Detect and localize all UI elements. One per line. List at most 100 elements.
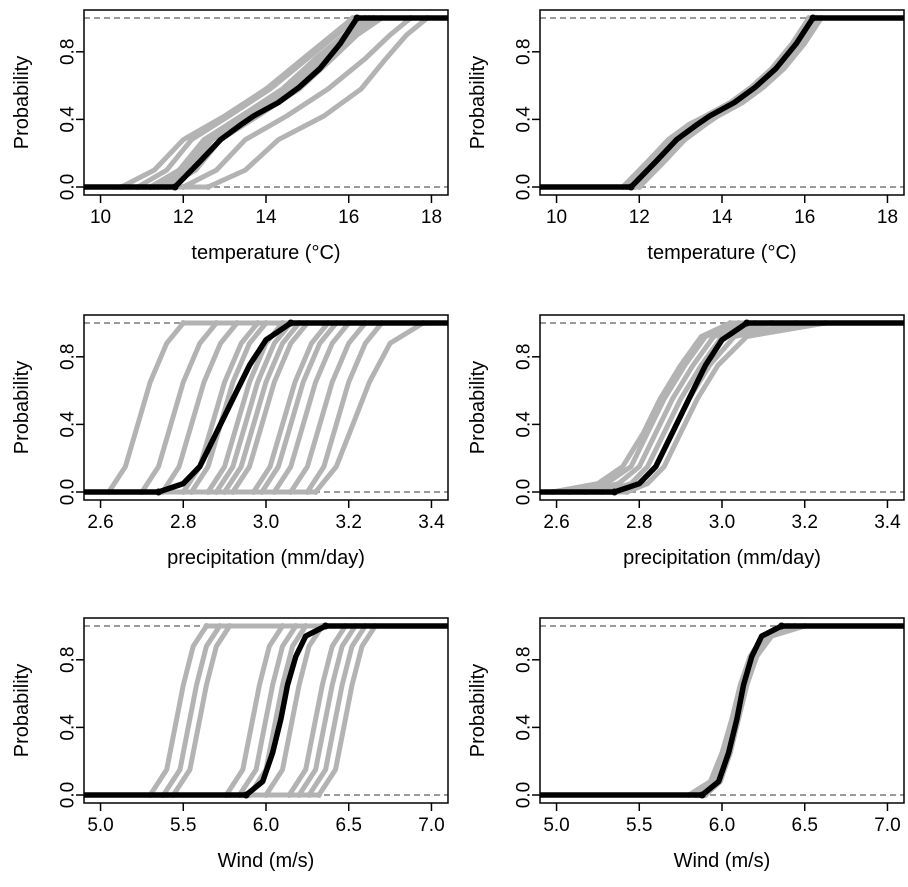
observed-cdf-line-12 xyxy=(84,623,448,798)
panel-5: 5.0 5.5 6.0 6.5 7.0 0.0 0.4 0.8 Wind (m/s) Probab… xyxy=(11,617,449,872)
x-tick-label: 2.8 xyxy=(626,512,652,533)
y-tick-label: 0.0 xyxy=(514,174,535,200)
x-tick-label: 2.6 xyxy=(87,512,113,533)
y-axis-label: Probability xyxy=(11,664,33,757)
ensemble-cdf-line-2 xyxy=(540,15,904,190)
ensemble-cdf-line-2 xyxy=(84,623,448,798)
series-group xyxy=(540,14,904,191)
series-group xyxy=(84,319,448,496)
ensemble-cdf-line-4 xyxy=(84,320,448,495)
ensemble-cdf-line-8 xyxy=(84,15,448,190)
x-tick-label: 3.4 xyxy=(418,512,445,533)
y-tick-label: 0.0 xyxy=(58,782,79,808)
x-tick-label: 10 xyxy=(546,207,567,228)
ensemble-cdf-line-4 xyxy=(540,15,904,190)
observed-cdf-line-16 xyxy=(84,320,448,495)
observed-cdf-endpoint-5-2 xyxy=(778,622,786,630)
y-tick-label: 0.8 xyxy=(58,647,79,673)
panel-2: 10 12 14 16 18 0.0 0.4 0.8 temperature (°C) Proba… xyxy=(467,9,905,264)
x-tick-label: 10 xyxy=(90,207,111,228)
ensemble-cdf-line-5 xyxy=(540,320,904,495)
ensemble-cdf-line-1 xyxy=(540,15,904,190)
ensemble-cdf-line-9 xyxy=(84,623,448,798)
x-tick-label: 3.0 xyxy=(709,512,735,533)
ensemble-cdf-endpoint-5-2 xyxy=(263,320,269,326)
ensemble-cdf-line-2 xyxy=(84,15,448,190)
x-tick-label: 14 xyxy=(255,207,277,228)
x-tick-label: 7.0 xyxy=(874,815,900,836)
y-axis-label: Probability xyxy=(467,361,489,454)
y-tick-label: 0.8 xyxy=(58,344,79,370)
x-tick-label: 6.5 xyxy=(792,815,818,836)
ensemble-cdf-line-1 xyxy=(84,320,448,495)
x-axis-label: precipitation (mm/day) xyxy=(167,547,365,569)
ensemble-cdf-line-6 xyxy=(84,320,448,495)
x-tick-label: 6.0 xyxy=(253,815,279,836)
x-tick-label: 5.5 xyxy=(626,815,652,836)
observed-cdf-endpoint-16-1 xyxy=(154,488,162,496)
ensemble-cdf-endpoint-5-2 xyxy=(292,623,299,629)
observed-cdf-endpoint-7-2 xyxy=(743,319,751,327)
y-tick-label: 0.0 xyxy=(514,782,535,808)
observed-cdf-endpoint-9-1 xyxy=(171,183,179,191)
x-tick-label: 2.8 xyxy=(170,512,196,533)
panel-4: 2.6 2.8 3.0 3.2 3.4 0.0 0.4 0.8 precipitation (m… xyxy=(467,314,905,569)
x-tick-label: 7.0 xyxy=(418,815,444,836)
y-tick-label: 0.0 xyxy=(58,479,79,505)
ensemble-cdf-line-9 xyxy=(84,320,448,495)
observed-cdf-line-9 xyxy=(84,15,448,190)
ensemble-cdf-endpoint-15-1 xyxy=(312,489,319,495)
y-tick-label: 0.4 xyxy=(514,106,535,133)
observed-cdf-line-5 xyxy=(540,623,904,798)
ensemble-cdf-endpoint-2-2 xyxy=(216,623,223,629)
x-tick-label: 5.0 xyxy=(543,815,569,836)
x-tick-label: 12 xyxy=(629,207,650,228)
ensemble-cdf-line-1 xyxy=(84,623,448,798)
ensemble-cdf-line-8 xyxy=(84,623,448,798)
ensemble-cdf-line-10 xyxy=(84,320,448,495)
x-tick-label: 18 xyxy=(877,207,898,228)
observed-cdf-endpoint-16-2 xyxy=(287,319,295,327)
ensemble-cdf-line-7 xyxy=(84,15,448,190)
ensemble-cdf-line-4 xyxy=(84,623,448,798)
ensemble-cdf-line-5 xyxy=(84,320,448,495)
plot-frame xyxy=(539,9,905,196)
observed-cdf-endpoint-5-2 xyxy=(809,14,817,22)
series-group xyxy=(540,622,904,799)
observed-cdf-endpoint-12-1 xyxy=(242,791,250,799)
x-tick-label: 16 xyxy=(794,207,815,228)
ensemble-cdf-line-11 xyxy=(84,320,448,495)
observed-cdf-endpoint-9-2 xyxy=(353,14,361,22)
panel-1: 10 12 14 16 18 0.0 0.4 0.8 temperature (°C) Proba… xyxy=(11,9,449,264)
x-tick-label: 3.2 xyxy=(792,512,818,533)
y-tick-label: 0.8 xyxy=(514,39,535,65)
panel-3: 2.6 2.8 3.0 3.2 3.4 0.0 0.4 0.8 precipitation (m… xyxy=(11,314,449,569)
y-tick-label: 0.4 xyxy=(514,714,535,741)
ensemble-cdf-endpoint-3-2 xyxy=(226,623,233,629)
observed-cdf-endpoint-12-2 xyxy=(322,622,330,630)
ensemble-cdf-endpoint-11-1 xyxy=(315,792,322,798)
ensemble-cdf-endpoint-2-2 xyxy=(213,320,220,326)
observed-cdf-line-7 xyxy=(540,320,904,495)
ensemble-cdf-endpoint-7-1 xyxy=(205,184,212,190)
x-axis-label: Wind (m/s) xyxy=(674,850,771,872)
y-axis-label: Probability xyxy=(467,664,489,757)
ensemble-cdf-line-11 xyxy=(84,623,448,798)
series-group xyxy=(84,14,448,191)
x-tick-label: 18 xyxy=(421,207,442,228)
y-axis-label: Probability xyxy=(11,56,33,149)
x-axis-label: temperature (°C) xyxy=(647,242,796,264)
ensemble-cdf-line-6 xyxy=(540,320,904,495)
series-group xyxy=(84,622,448,799)
x-tick-label: 16 xyxy=(338,207,359,228)
ensemble-cdf-line-4 xyxy=(540,320,904,495)
ensemble-cdf-line-8 xyxy=(84,320,448,495)
observed-cdf-endpoint-5-1 xyxy=(698,791,706,799)
ensemble-cdf-endpoint-3-2 xyxy=(234,320,241,326)
y-tick-label: 0.4 xyxy=(58,106,79,133)
ensemble-cdf-endpoint-4-1 xyxy=(636,184,643,190)
x-axis-label: Wind (m/s) xyxy=(218,850,315,872)
y-tick-label: 0.8 xyxy=(58,39,79,65)
y-tick-label: 0.8 xyxy=(514,344,535,370)
